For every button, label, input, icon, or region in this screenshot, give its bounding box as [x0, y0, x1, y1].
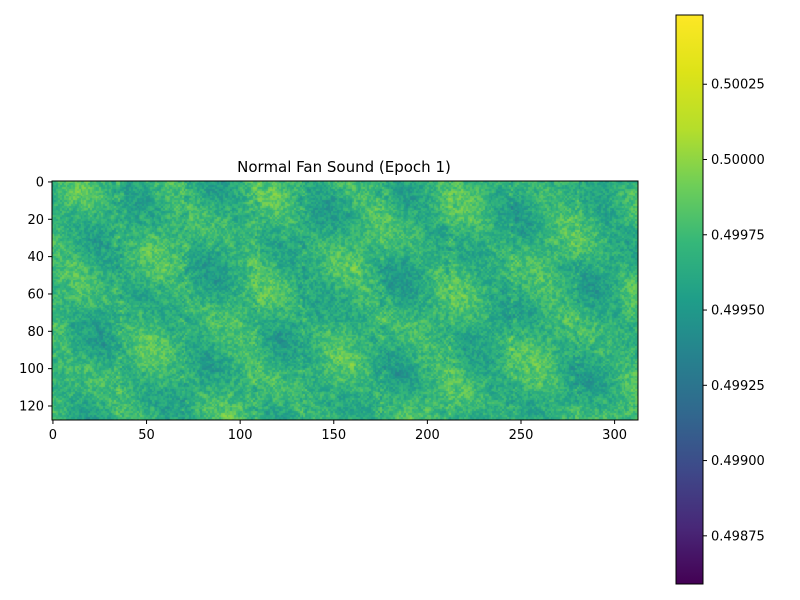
- colorbar-tick-label: 0.49950: [711, 304, 765, 319]
- y-tick-label: 20: [27, 213, 44, 228]
- x-tick-label: 50: [138, 428, 155, 443]
- y-axis: 0 20 40 60 80 100 120: [19, 175, 52, 414]
- y-tick-label: 0: [36, 175, 44, 190]
- colorbar-gradient: [675, 14, 704, 585]
- y-tick-label: 100: [19, 362, 44, 377]
- y-tick-label: 60: [27, 287, 44, 302]
- chart-title: Normal Fan Sound (Epoch 1): [237, 158, 451, 176]
- colorbar-tick-label: 0.50025: [711, 78, 765, 93]
- colorbar-tick-label: 0.49975: [711, 228, 765, 243]
- x-tick-label: 0: [49, 428, 57, 443]
- colorbar-tick-label: 0.49925: [711, 379, 765, 394]
- y-tick-label: 120: [19, 399, 44, 414]
- x-axis: 0 50 100 150 200 250 300: [49, 420, 627, 443]
- y-tick-label: 80: [27, 325, 44, 340]
- colorbar-tick-label: 0.50000: [711, 153, 765, 168]
- x-tick-label: 150: [321, 428, 346, 443]
- heatmap-image: [52, 181, 638, 420]
- x-tick-label: 300: [602, 428, 627, 443]
- x-tick-label: 200: [415, 428, 440, 443]
- plot-frame: [51, 180, 639, 421]
- colorbar-tick-label: 0.49900: [711, 454, 765, 469]
- colorbar: 0.49875 0.49900 0.49925 0.49950 0.49975 0.500…: [675, 14, 765, 585]
- x-tick-label: 100: [228, 428, 253, 443]
- colorbar-ticks: 0.49875 0.49900 0.49925 0.49950 0.49975 0.500…: [703, 78, 765, 544]
- colorbar-tick-label: 0.49875: [711, 529, 765, 544]
- heatmap-area: [51, 180, 639, 421]
- y-tick-label: 40: [27, 250, 44, 265]
- x-tick-label: 250: [509, 428, 534, 443]
